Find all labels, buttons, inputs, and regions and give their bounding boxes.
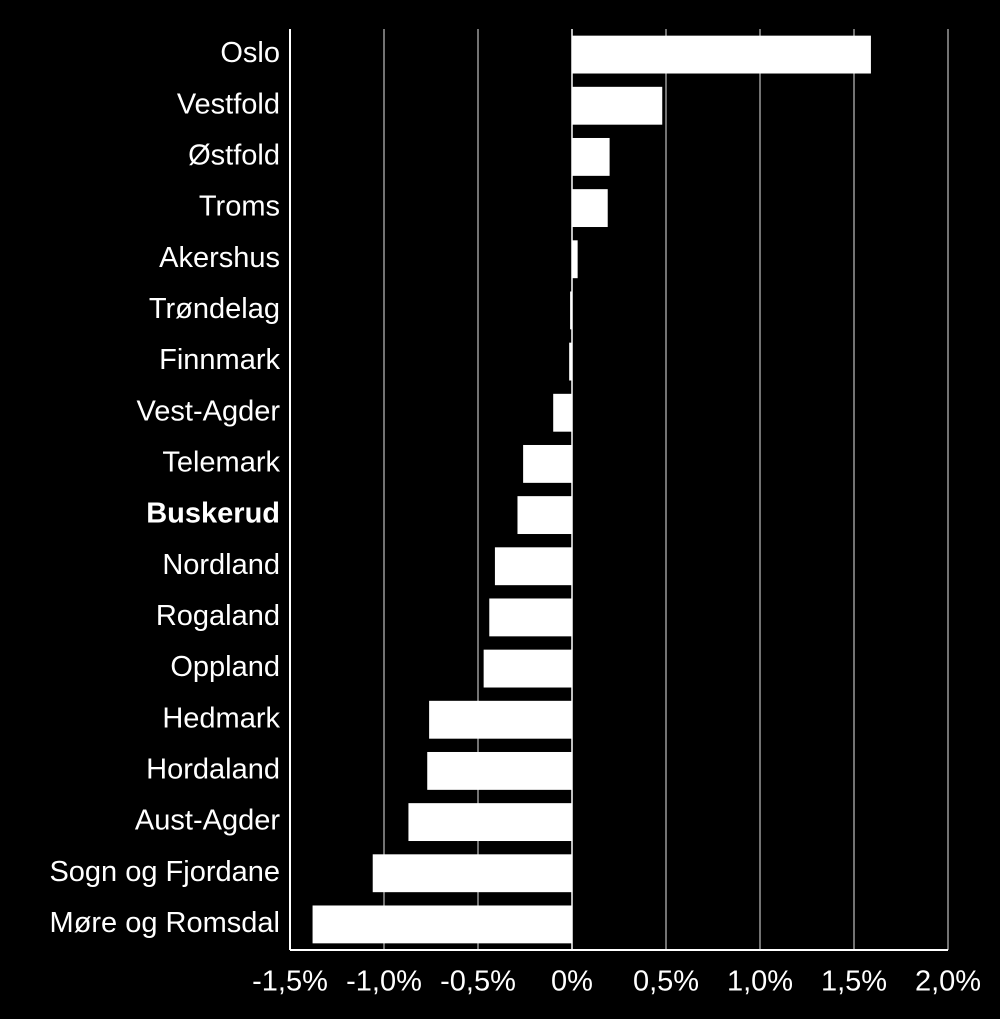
y-tick-label: Sogn og Fjordane: [49, 856, 280, 888]
x-tick-label: 2,0%: [915, 966, 981, 998]
bar: [372, 854, 572, 893]
bar: [517, 496, 572, 535]
bar: [483, 649, 572, 688]
y-tick-label: Rogaland: [156, 600, 280, 632]
x-tick-label: -1,0%: [346, 966, 422, 998]
y-tick-label: Hedmark: [162, 702, 280, 734]
y-tick-label: Oslo: [220, 37, 280, 69]
bar: [572, 240, 578, 279]
bar: [572, 35, 871, 74]
bar: [429, 700, 572, 739]
bar: [494, 547, 572, 586]
x-tick-label: -1,5%: [252, 966, 328, 998]
y-tick-label: Møre og Romsdal: [50, 907, 280, 939]
x-tick-label: 1,0%: [727, 966, 793, 998]
bar: [569, 342, 572, 381]
bar: [408, 803, 572, 842]
x-tick-label: -0,5%: [440, 966, 516, 998]
y-tick-label: Trøndelag: [149, 293, 280, 325]
bar: [572, 137, 610, 176]
x-tick-label: 1,5%: [821, 966, 887, 998]
y-tick-label: Vest-Agder: [137, 395, 281, 427]
x-tick-label: 0,5%: [633, 966, 699, 998]
y-tick-label: Nordland: [162, 549, 280, 581]
bar: [553, 393, 572, 432]
y-tick-label: Troms: [199, 191, 280, 223]
y-tick-label: Akershus: [159, 242, 280, 274]
bar: [570, 291, 572, 330]
y-tick-label: Finnmark: [159, 344, 280, 376]
y-tick-label: Aust-Agder: [135, 805, 280, 837]
bar: [572, 189, 608, 228]
bar: [312, 905, 572, 944]
y-tick-label: Buskerud: [146, 498, 280, 530]
y-tick-label: Østfold: [188, 140, 280, 172]
y-tick-label: Vestfold: [177, 88, 280, 120]
bar: [489, 598, 572, 637]
x-tick-label: 0%: [551, 966, 593, 998]
bar: [427, 751, 572, 790]
y-tick-label: Hordaland: [146, 754, 280, 786]
y-tick-label: Oppland: [170, 651, 280, 683]
bar: [572, 86, 663, 125]
bar: [523, 444, 572, 483]
y-tick-label: Telemark: [162, 447, 280, 479]
